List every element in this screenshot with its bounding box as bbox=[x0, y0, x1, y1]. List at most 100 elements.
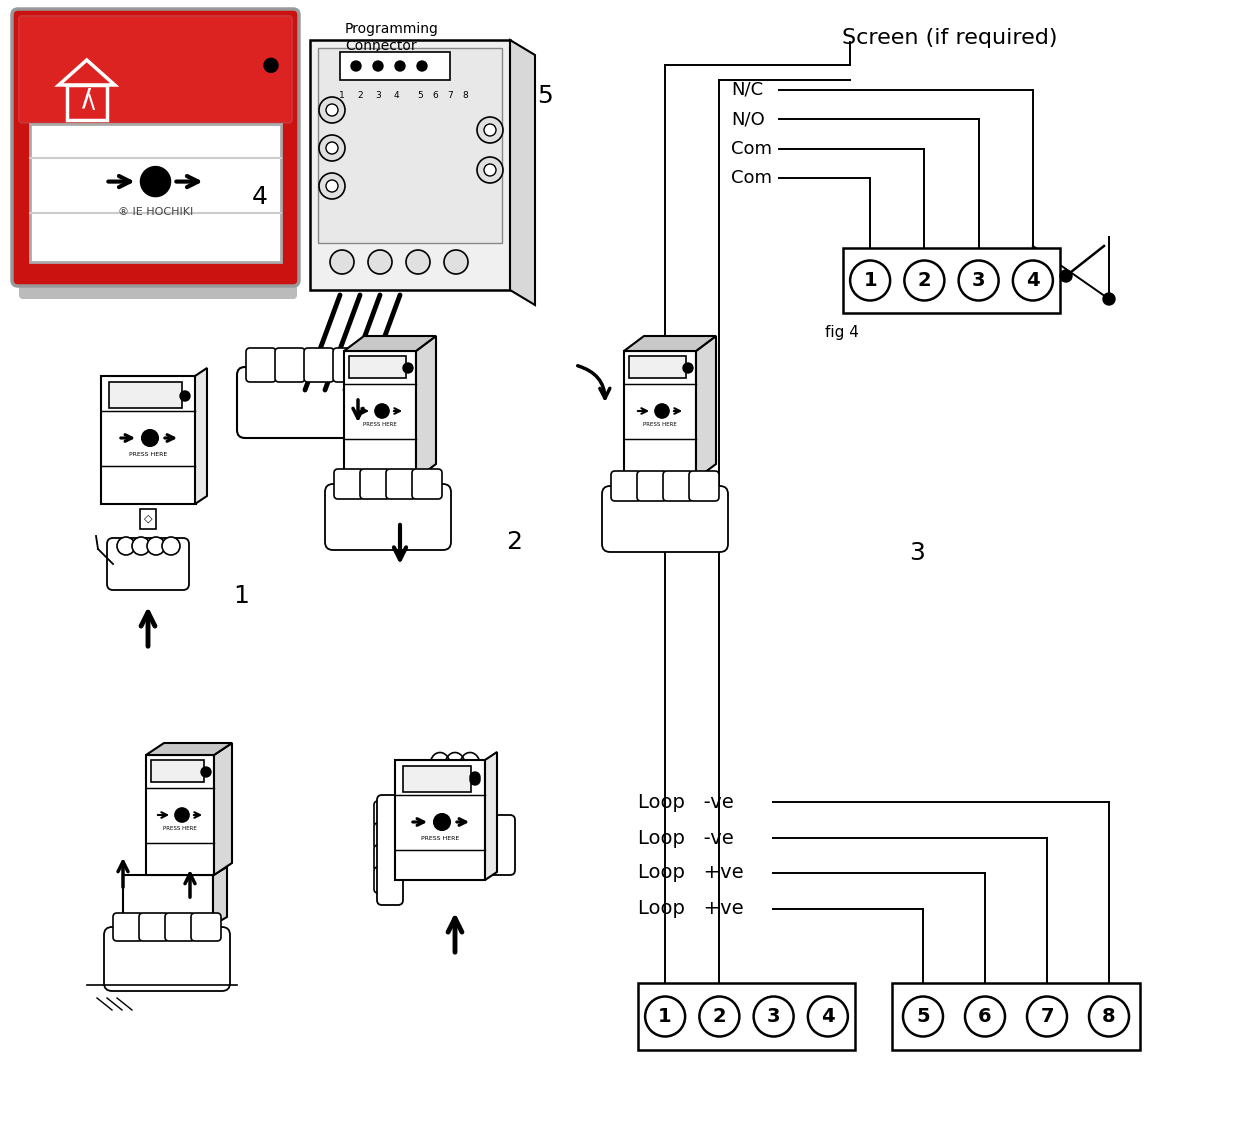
Text: 4: 4 bbox=[821, 1007, 835, 1026]
FancyBboxPatch shape bbox=[356, 376, 382, 426]
Circle shape bbox=[470, 775, 480, 785]
FancyBboxPatch shape bbox=[246, 348, 277, 382]
Text: Loop   -ve: Loop -ve bbox=[639, 792, 734, 811]
FancyBboxPatch shape bbox=[304, 348, 334, 382]
Circle shape bbox=[484, 124, 496, 136]
Text: PRESS HERE: PRESS HERE bbox=[420, 835, 459, 841]
Text: 5: 5 bbox=[537, 84, 553, 108]
Circle shape bbox=[162, 537, 180, 555]
Text: 3: 3 bbox=[909, 541, 925, 565]
Circle shape bbox=[351, 61, 361, 71]
FancyBboxPatch shape bbox=[334, 469, 365, 499]
Text: Programming
Connector: Programming Connector bbox=[345, 21, 439, 53]
Text: 2: 2 bbox=[918, 271, 931, 290]
Bar bbox=[146, 755, 215, 875]
Text: 2: 2 bbox=[506, 530, 522, 554]
FancyBboxPatch shape bbox=[275, 348, 305, 382]
Text: 4: 4 bbox=[252, 185, 268, 209]
Circle shape bbox=[1027, 997, 1066, 1036]
Circle shape bbox=[645, 997, 686, 1036]
Text: N/O: N/O bbox=[732, 110, 765, 128]
FancyBboxPatch shape bbox=[611, 471, 641, 501]
FancyBboxPatch shape bbox=[107, 538, 188, 590]
FancyBboxPatch shape bbox=[334, 348, 363, 382]
Text: N/C: N/C bbox=[732, 81, 763, 99]
Bar bbox=[109, 382, 182, 408]
Circle shape bbox=[477, 118, 503, 144]
FancyBboxPatch shape bbox=[412, 469, 441, 499]
Text: 3: 3 bbox=[766, 1007, 780, 1026]
Bar bbox=[100, 376, 196, 504]
Bar bbox=[123, 875, 213, 925]
Text: Loop   +ve: Loop +ve bbox=[639, 863, 744, 883]
Bar bbox=[396, 760, 485, 880]
Polygon shape bbox=[343, 336, 436, 351]
Circle shape bbox=[903, 997, 942, 1036]
Text: 4: 4 bbox=[393, 90, 399, 99]
Circle shape bbox=[444, 250, 467, 273]
FancyBboxPatch shape bbox=[12, 9, 299, 286]
Circle shape bbox=[175, 808, 188, 822]
Bar bbox=[340, 52, 450, 80]
Circle shape bbox=[904, 261, 945, 301]
Circle shape bbox=[851, 261, 890, 301]
Circle shape bbox=[417, 61, 427, 71]
Circle shape bbox=[477, 157, 503, 183]
FancyBboxPatch shape bbox=[191, 913, 221, 941]
Circle shape bbox=[117, 537, 135, 555]
Text: fig 4: fig 4 bbox=[825, 325, 859, 340]
Circle shape bbox=[326, 104, 339, 116]
FancyBboxPatch shape bbox=[374, 845, 401, 871]
Circle shape bbox=[326, 142, 339, 154]
Circle shape bbox=[1060, 270, 1073, 282]
Text: PRESS HERE: PRESS HERE bbox=[164, 826, 197, 832]
Circle shape bbox=[683, 363, 693, 373]
FancyBboxPatch shape bbox=[374, 801, 401, 827]
Bar bbox=[403, 766, 471, 792]
FancyBboxPatch shape bbox=[689, 471, 719, 501]
Polygon shape bbox=[696, 336, 715, 479]
Text: 6: 6 bbox=[432, 90, 438, 99]
Text: Com: Com bbox=[732, 140, 773, 158]
Text: /: / bbox=[82, 86, 92, 110]
Bar bbox=[317, 47, 502, 243]
FancyBboxPatch shape bbox=[165, 913, 195, 941]
FancyBboxPatch shape bbox=[374, 823, 401, 849]
Text: 7: 7 bbox=[1040, 1007, 1054, 1026]
FancyBboxPatch shape bbox=[325, 484, 451, 550]
Circle shape bbox=[319, 97, 345, 123]
Text: 5: 5 bbox=[916, 1007, 930, 1026]
Bar bbox=[343, 351, 415, 479]
FancyBboxPatch shape bbox=[237, 367, 373, 438]
Circle shape bbox=[326, 180, 339, 192]
FancyBboxPatch shape bbox=[663, 471, 693, 501]
Text: 3: 3 bbox=[972, 271, 986, 290]
Circle shape bbox=[131, 537, 150, 555]
Circle shape bbox=[201, 767, 211, 777]
Text: 8: 8 bbox=[463, 90, 467, 99]
Text: 7: 7 bbox=[448, 90, 453, 99]
Bar bbox=[892, 983, 1140, 1050]
Circle shape bbox=[808, 997, 848, 1036]
Text: 1: 1 bbox=[233, 584, 249, 608]
Circle shape bbox=[264, 59, 278, 72]
Bar bbox=[843, 247, 1060, 313]
Circle shape bbox=[368, 250, 392, 273]
Polygon shape bbox=[213, 867, 227, 925]
Bar bbox=[624, 351, 696, 479]
Circle shape bbox=[470, 772, 480, 782]
Polygon shape bbox=[485, 751, 497, 880]
Bar bbox=[348, 356, 405, 379]
FancyBboxPatch shape bbox=[139, 913, 169, 941]
Text: 8: 8 bbox=[1102, 1007, 1116, 1026]
Text: PRESS HERE: PRESS HERE bbox=[644, 423, 677, 427]
Text: 4: 4 bbox=[1025, 271, 1039, 290]
Text: Loop   +ve: Loop +ve bbox=[639, 899, 744, 919]
Bar bbox=[67, 85, 107, 120]
Text: ® IE HOCHIKI: ® IE HOCHIKI bbox=[118, 207, 193, 217]
Text: 1: 1 bbox=[339, 90, 345, 99]
Text: 2: 2 bbox=[713, 1007, 727, 1026]
Text: ◇: ◇ bbox=[144, 514, 153, 524]
FancyBboxPatch shape bbox=[377, 796, 403, 905]
Text: Com: Com bbox=[732, 170, 773, 186]
